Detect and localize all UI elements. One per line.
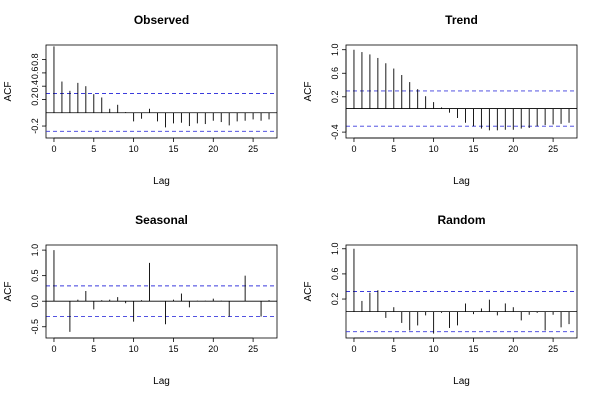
- observed-x-tick-label-20: 20: [208, 144, 218, 154]
- random-y-tick-label-0-6: 0.6: [330, 268, 340, 281]
- observed-y-tick-label--0-2: -0.2: [30, 118, 40, 134]
- observed-panel: Observed 0 5 10 15 20 25 -0.2 0.20.40.60.8 Lag ACF: [3, 13, 278, 187]
- trend-title: Trend: [445, 13, 478, 27]
- observed-y-tick-label-0-8: 0.8: [30, 53, 40, 66]
- seasonal-x-tick-label-0: 0: [51, 344, 56, 354]
- trend-y-tick-label--0-4: -0.4: [330, 124, 340, 140]
- observed-x-tick-label-0: 0: [51, 144, 56, 154]
- seasonal-x-tick-label-5: 5: [91, 344, 96, 354]
- trend-plot-frame: [345, 44, 578, 139]
- random-panel: Random 0 5 10 15 20 25 0.2 0.6 1.0 Lag ACF: [303, 213, 578, 387]
- random-x-tick-label-0: 0: [351, 344, 356, 354]
- observed-plot-frame: [45, 44, 278, 139]
- seasonal-x-tick-label-20: 20: [208, 344, 218, 354]
- observed-y-tick-label-0-2: 0.2: [30, 93, 40, 106]
- random-x-axis-label: Lag: [453, 376, 470, 387]
- trend-x-tick-label-15: 15: [468, 144, 478, 154]
- seasonal-y-tick-label-1-0: 1.0: [30, 244, 40, 257]
- random-y-tick-label-1-0: 1.0: [330, 243, 340, 256]
- observed-x-tick-label-25: 25: [248, 144, 258, 154]
- observed-y-tick-label-0-4: 0.4: [30, 80, 40, 93]
- seasonal-x-tick-label-10: 10: [129, 344, 139, 354]
- trend-x-tick-label-0: 0: [351, 144, 356, 154]
- observed-title: Observed: [134, 13, 189, 27]
- seasonal-y-axis-label: ACF: [3, 282, 14, 302]
- trend-x-axis-label: Lag: [453, 176, 470, 187]
- trend-x-tick-label-20: 20: [508, 144, 518, 154]
- random-title: Random: [438, 213, 486, 227]
- seasonal-x-tick-label-15: 15: [168, 344, 178, 354]
- observed-x-axis-label: Lag: [153, 176, 170, 187]
- seasonal-x-tick-label-25: 25: [248, 344, 258, 354]
- seasonal-y-tick-label-0-0: 0.0: [30, 295, 40, 308]
- observed-x-tick-label-5: 5: [91, 144, 96, 154]
- observed-x-tick-label-10: 10: [129, 144, 139, 154]
- seasonal-plot-frame: [45, 244, 278, 339]
- random-y-tick-label-0-2: 0.2: [330, 293, 340, 306]
- random-x-tick-label-5: 5: [391, 344, 396, 354]
- random-y-axis-label: ACF: [303, 282, 314, 302]
- observed-y-axis-label: ACF: [3, 82, 14, 102]
- trend-y-tick-label-0-6: 0.6: [330, 67, 340, 80]
- seasonal-panel: Seasonal 0 5 10 15 20 25 -0.5 0.0 0.5 1.0 Lag ACF: [3, 213, 278, 387]
- seasonal-y-tick-label--0-5: -0.5: [30, 319, 40, 335]
- random-x-tick-label-20: 20: [508, 344, 518, 354]
- observed-y-tick-label-0-6: 0.6: [30, 67, 40, 80]
- seasonal-title: Seasonal: [135, 213, 188, 227]
- trend-x-tick-label-10: 10: [429, 144, 439, 154]
- trend-y-tick-label-1-0: 1.0: [330, 43, 340, 56]
- trend-y-tick-label-0-2: 0.2: [330, 91, 340, 104]
- trend-y-axis-label: ACF: [303, 82, 314, 102]
- random-x-tick-label-10: 10: [429, 344, 439, 354]
- seasonal-x-axis-label: Lag: [153, 376, 170, 387]
- trend-x-tick-label-25: 25: [548, 144, 558, 154]
- trend-x-tick-label-5: 5: [391, 144, 396, 154]
- seasonal-y-tick-label-0-5: 0.5: [30, 269, 40, 282]
- random-x-tick-label-15: 15: [468, 344, 478, 354]
- trend-panel: Trend 0 5 10 15 20 25 -0.4 0.2 0.6 1.0 Lag ACF: [303, 13, 578, 187]
- observed-x-tick-label-15: 15: [168, 144, 178, 154]
- random-x-tick-label-25: 25: [548, 344, 558, 354]
